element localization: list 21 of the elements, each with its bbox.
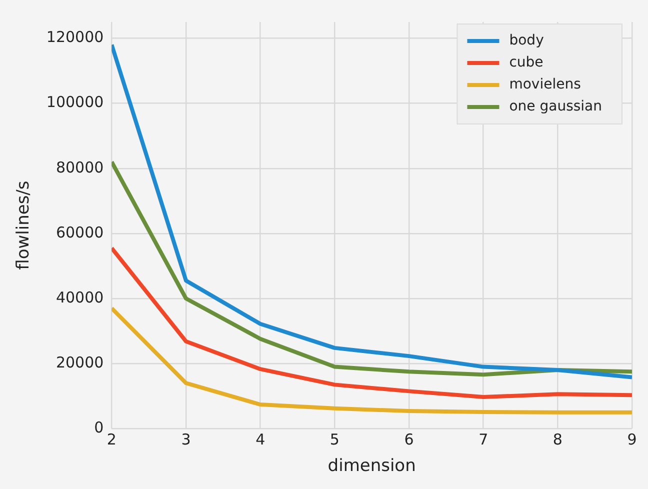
legend-label: body <box>509 32 544 49</box>
x-tick-label: 3 <box>181 430 191 448</box>
x-tick-label: 6 <box>404 430 414 448</box>
y-tick-label: 100000 <box>46 93 104 112</box>
y-tick-label: 20000 <box>56 353 104 372</box>
y-tick-label: 80000 <box>56 158 104 176</box>
x-tick-label: 4 <box>256 430 266 448</box>
y-axis-title: flowlines/s <box>14 180 34 270</box>
y-tick-label: 120000 <box>46 28 104 46</box>
x-tick-label: 5 <box>330 430 340 448</box>
legend-label: one gaussian <box>509 98 602 115</box>
x-tick-label: 7 <box>478 430 488 448</box>
legend-label: cube <box>509 54 544 71</box>
x-axis-title: dimension <box>328 456 416 476</box>
y-tick-label: 40000 <box>56 288 104 306</box>
legend-label: movielens <box>509 76 581 93</box>
x-tick-label: 9 <box>627 430 637 448</box>
y-tick-label: 0 <box>94 418 104 436</box>
y-tick-label: 60000 <box>56 223 104 242</box>
x-tick-label: 2 <box>106 430 116 448</box>
x-tick-label: 8 <box>552 430 562 448</box>
